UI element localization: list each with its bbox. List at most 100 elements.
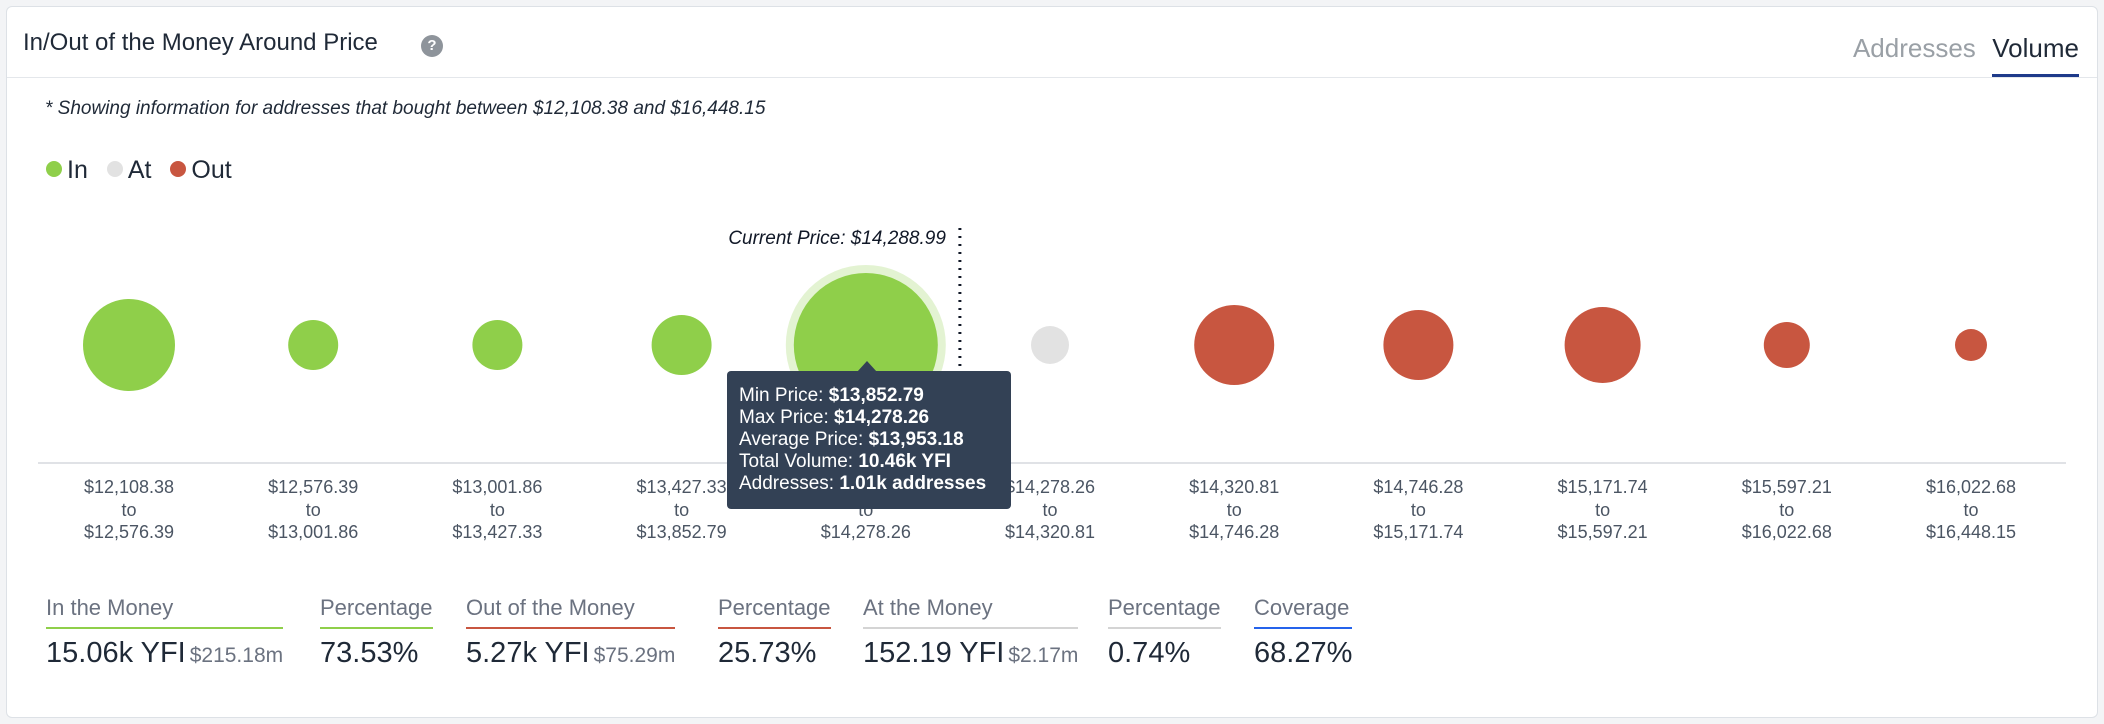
bucket-from-label: $16,022.68 — [1926, 477, 2016, 497]
stat-value: 25.73% — [718, 637, 831, 670]
bucket-to-label: $14,320.81 — [1005, 522, 1095, 542]
stat-main: 15.06k YFI — [46, 637, 186, 669]
stat-main: 68.27% — [1254, 637, 1353, 669]
current-price-label: Current Price: $14,288.99 — [728, 228, 946, 249]
tab-volume[interactable]: Volume — [1992, 31, 2079, 77]
bubble-tooltip: Min Price: $13,852.79 Max Price: $14,278… — [727, 371, 1011, 509]
bucket-to-label: $16,022.68 — [1742, 522, 1832, 542]
bucket-to-word: to — [490, 500, 505, 520]
bubble-out — [1383, 310, 1454, 380]
stat-label: Percentage — [1108, 595, 1221, 629]
stat-coverage: Coverage 68.27% — [1254, 595, 1353, 670]
legend-item-at[interactable]: At — [106, 156, 152, 185]
bubble-in — [83, 299, 175, 391]
bubble-out — [1194, 305, 1275, 385]
legend-label-out: Out — [191, 156, 232, 184]
tooltip-min-label: Min Price: — [739, 385, 824, 406]
bucket-to-word: to — [1963, 500, 1978, 520]
bubble-in — [288, 320, 339, 370]
stat-value: 68.27% — [1254, 637, 1352, 670]
chart-legend: In At Out — [46, 156, 244, 185]
tooltip-addr-label: Addresses: — [739, 473, 835, 494]
stat-out-percentage: Percentage 25.73% — [718, 595, 831, 670]
stat-value: 5.27k YFI $75.29m — [466, 637, 675, 670]
stat-value: 73.53% — [320, 637, 433, 670]
stat-main: 5.27k YFI — [466, 637, 590, 669]
stat-label: Percentage — [320, 595, 433, 629]
bubble-chart: Current Price: $14,288.99$12,108.38to$12… — [38, 228, 2066, 542]
bucket-from-label: $14,278.26 — [1005, 477, 1095, 497]
view-tabs: Addresses Volume — [1841, 31, 2079, 77]
legend-item-out[interactable]: Out — [170, 156, 232, 185]
legend-label-in: In — [67, 156, 88, 184]
stat-sub: $75.29m — [593, 644, 676, 667]
stat-out-of-the-money: Out of the Money 5.27k YFI $75.29m — [466, 595, 676, 670]
range-note: * Showing information for addresses that… — [45, 98, 766, 119]
stat-label: Coverage — [1254, 595, 1353, 629]
stat-value: 0.74% — [1108, 637, 1221, 670]
bucket-to-word: to — [674, 500, 689, 520]
stat-in-the-money: In the Money 15.06k YFI $215.18m — [46, 595, 284, 670]
bucket-to-label: $14,746.28 — [1189, 522, 1279, 542]
bucket-to-label: $13,001.86 — [268, 522, 358, 542]
bucket-to-label: $14,278.26 — [821, 522, 911, 542]
bucket-to-label: $15,171.74 — [1373, 522, 1463, 542]
stat-main: 152.19 YFI — [863, 637, 1005, 669]
bucket-from-label: $13,427.33 — [637, 477, 727, 497]
bucket-to-label: $13,852.79 — [637, 522, 727, 542]
bubble-at — [1031, 326, 1069, 364]
stat-sub: $2.17m — [1008, 644, 1079, 667]
tooltip-vol-value: 10.46k YFI — [858, 451, 951, 472]
bucket-to-label: $13,427.33 — [452, 522, 542, 542]
tooltip-max-value: $14,278.26 — [834, 407, 930, 428]
legend-dot-in — [46, 161, 62, 178]
stat-main: 73.53% — [320, 637, 419, 669]
bucket-to-word: to — [1595, 500, 1610, 520]
tooltip-min-value: $13,852.79 — [828, 385, 924, 406]
legend-dot-out — [170, 161, 187, 178]
stat-label: Out of the Money — [466, 595, 676, 629]
bucket-from-label: $13,001.86 — [452, 477, 542, 497]
bucket-from-label: $15,171.74 — [1558, 477, 1648, 497]
tooltip-addr-value: 1.01k addresses — [839, 473, 987, 494]
panel-title: In/Out of the Money Around Price — [23, 29, 378, 56]
stat-value: 15.06k YFI $215.18m — [46, 637, 283, 670]
bubble-out — [1564, 307, 1641, 383]
bucket-to-word: to — [1227, 500, 1242, 520]
stat-at-the-money: At the Money 152.19 YFI $2.17m — [863, 595, 1079, 670]
stat-main: 0.74% — [1108, 637, 1191, 669]
bucket-to-word: to — [306, 500, 321, 520]
bucket-from-label: $12,576.39 — [268, 477, 358, 497]
question-circle-icon[interactable]: ? — [421, 35, 443, 57]
stat-at-percentage: Percentage 0.74% — [1108, 595, 1221, 670]
stat-main: 25.73% — [718, 637, 817, 669]
panel-header: In/Out of the Money Around Price ? Addre… — [7, 7, 2097, 78]
tab-addresses[interactable]: Addresses — [1852, 33, 1976, 63]
stat-label: Percentage — [718, 595, 831, 629]
bucket-to-word: to — [1411, 500, 1426, 520]
bubble-out — [1955, 329, 1987, 361]
tooltip-vol-label: Total Volume: — [739, 451, 854, 472]
tooltip-avg-label: Average Price: — [739, 429, 864, 450]
bucket-to-word: to — [1042, 500, 1057, 520]
stat-sub: $215.18m — [189, 644, 284, 667]
stat-value: 152.19 YFI $2.17m — [863, 637, 1078, 670]
bucket-from-label: $12,108.38 — [84, 477, 174, 497]
legend-dot-at — [106, 161, 123, 178]
bubble-in — [472, 320, 523, 370]
legend-label-at: At — [127, 156, 152, 184]
stat-label: In the Money — [46, 595, 284, 629]
bucket-from-label: $14,746.28 — [1373, 477, 1463, 497]
bucket-to-word: to — [1779, 500, 1794, 520]
bubble-out — [1763, 322, 1810, 368]
bucket-to-word: to — [121, 500, 136, 520]
stat-in-percentage: Percentage 73.53% — [320, 595, 433, 670]
tooltip-max-label: Max Price: — [739, 407, 829, 428]
bucket-to-label: $12,576.39 — [84, 522, 174, 542]
tooltip-avg-value: $13,953.18 — [868, 429, 964, 450]
stat-label: At the Money — [863, 595, 1079, 629]
bucket-to-label: $15,597.21 — [1558, 522, 1648, 542]
tooltip-arrow — [857, 361, 877, 372]
legend-item-in[interactable]: In — [46, 156, 88, 185]
bucket-from-label: $14,320.81 — [1189, 477, 1279, 497]
